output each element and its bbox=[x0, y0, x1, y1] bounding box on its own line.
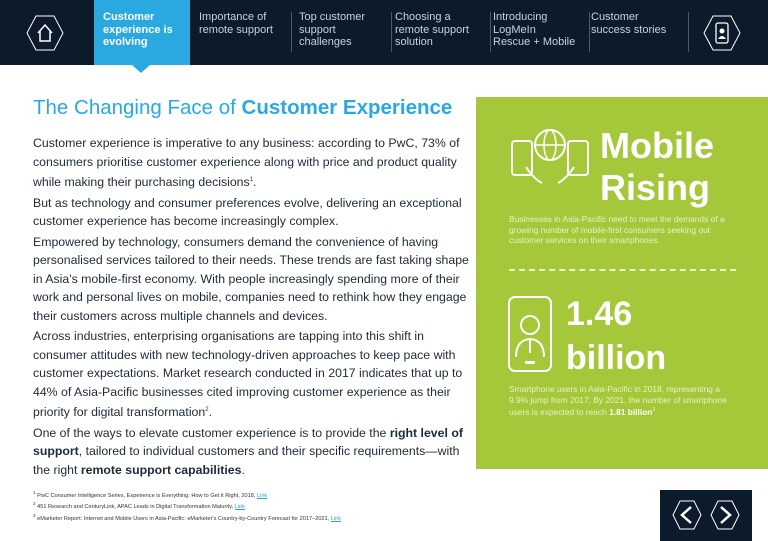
footnote: 1 PwC Consumer Intelligence Series, Expe… bbox=[33, 489, 341, 500]
tab-customer-experience[interactable]: Customer experience is evolving bbox=[94, 0, 190, 65]
divider bbox=[291, 12, 292, 52]
footnote-link[interactable]: Link bbox=[330, 515, 342, 522]
divider bbox=[391, 12, 392, 52]
paragraph: Empowered by technology, consumers deman… bbox=[33, 234, 469, 323]
page-title: The Changing Face of Customer Experience bbox=[33, 96, 452, 120]
footnote-link[interactable]: Link bbox=[234, 504, 245, 511]
footnote-ref: 3 bbox=[652, 407, 656, 413]
stat-text: Smartphone users in Asia-Pacific in 2018… bbox=[509, 384, 727, 417]
mobile-rising-panel: Mobile Rising Businesses in Asia-Pacific… bbox=[476, 97, 768, 469]
divider bbox=[688, 12, 689, 52]
mobile-support-icon[interactable] bbox=[703, 14, 741, 52]
footnote-text: PwC Consumer Intelligence Series, Experi… bbox=[37, 492, 257, 499]
stat-value: 1.46 bbox=[566, 295, 633, 333]
page-navigation bbox=[660, 490, 752, 541]
footnote-text: eMarketer Report: Internet and Mobile Us… bbox=[37, 515, 331, 522]
tab-top-challenges[interactable]: Top customer support challenges bbox=[299, 11, 366, 48]
mobile-globe-icon bbox=[511, 129, 589, 184]
footnote-num: 1 bbox=[33, 490, 36, 495]
footnote-num: 2 bbox=[33, 501, 36, 507]
agent-phone-icon bbox=[508, 296, 552, 372]
footnote: 2 451 Research and CenturyLink, APAC Lea… bbox=[33, 500, 341, 511]
tab-success-stories[interactable]: Customer success stories bbox=[591, 11, 667, 36]
paragraph: But as technology and consumer preferenc… bbox=[33, 195, 462, 229]
tab-choosing-solution[interactable]: Choosing a remote support solution bbox=[395, 11, 469, 48]
p5-bold: right level of support bbox=[33, 425, 463, 459]
title-bold: Customer Experience bbox=[241, 96, 453, 119]
p5-text: . bbox=[241, 462, 245, 477]
home-icon[interactable] bbox=[26, 14, 64, 52]
footnote-link[interactable]: Link bbox=[256, 492, 268, 499]
tab-importance-remote-support[interactable]: Importance of remote support bbox=[199, 11, 273, 36]
p5-text: One of the ways to elevate customer expe… bbox=[33, 425, 390, 440]
p1-text: Customer experience is imperative to any… bbox=[33, 136, 460, 190]
stat-bold: 1.81 billion bbox=[609, 406, 653, 417]
body-text: Customer experience is imperative to any… bbox=[33, 134, 471, 481]
panel-heading-2: Rising bbox=[600, 167, 711, 208]
title-light: The Changing Face of bbox=[33, 96, 242, 119]
paragraph: Across industries, enterprising organisa… bbox=[33, 329, 463, 420]
divider bbox=[589, 12, 590, 52]
stat-unit: billion bbox=[566, 339, 667, 377]
footnote-ref: 1 bbox=[249, 177, 254, 183]
active-tab-pointer bbox=[132, 65, 150, 73]
panel-divider bbox=[509, 269, 736, 271]
tab-introducing-rescue[interactable]: Introducing LogMeIn Rescue + Mobile bbox=[493, 11, 576, 48]
divider bbox=[490, 12, 491, 52]
p4-text: Across industries, enterprising organisa… bbox=[33, 329, 463, 420]
panel-description: Businesses in Asia-Pacific need to meet … bbox=[509, 214, 725, 245]
previous-page-icon[interactable] bbox=[672, 500, 702, 530]
footnote-text: 451 Research and CenturyLink, APAC Leads… bbox=[37, 504, 235, 511]
top-nav: Customer experience is evolving Importan… bbox=[0, 0, 768, 65]
paragraph: One of the ways to elevate customer expe… bbox=[33, 424, 471, 480]
p5-text: , tailored to individual customers and t… bbox=[33, 444, 460, 477]
p5-bold: remote support capabilities bbox=[80, 462, 242, 477]
next-page-icon[interactable] bbox=[710, 500, 740, 530]
footnote-ref: 2 bbox=[205, 407, 209, 414]
stat-description: Smartphone users in Asia-Pacific in 2018… bbox=[509, 384, 737, 417]
footnote: 3 eMarketer Report: Internet and Mobile … bbox=[33, 512, 341, 523]
footnotes: 1 PwC Consumer Intelligence Series, Expe… bbox=[33, 489, 341, 523]
footnote-num: 3 bbox=[33, 512, 36, 518]
panel-heading-1: Mobile bbox=[600, 125, 714, 166]
paragraph: Customer experience is imperative to any… bbox=[33, 136, 460, 190]
